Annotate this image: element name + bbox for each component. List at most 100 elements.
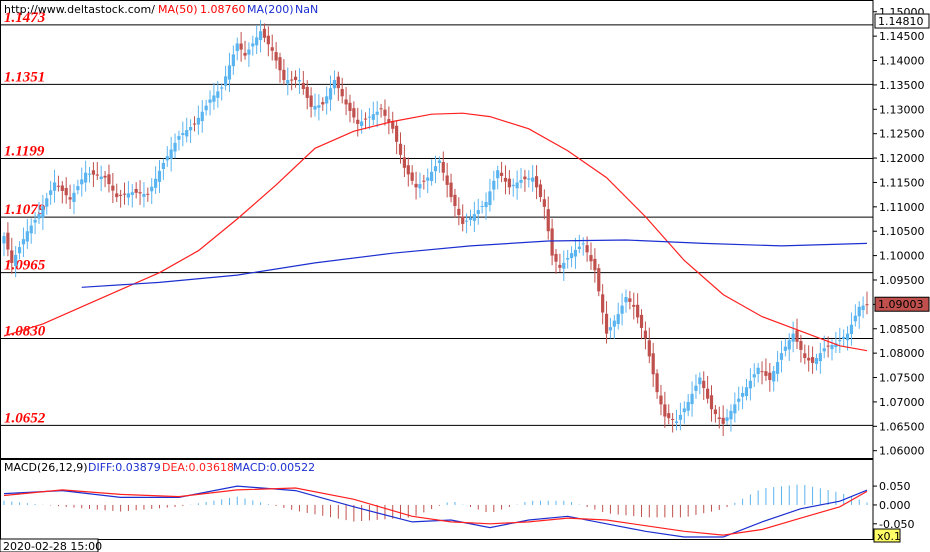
candle (577, 234, 581, 254)
candle (356, 107, 360, 137)
candle (698, 372, 702, 395)
candle-body (255, 37, 259, 46)
price-axis-label: 1.10500 (879, 225, 925, 238)
candle-body (95, 174, 99, 176)
candle-body (787, 340, 791, 350)
zoom-indicator[interactable]: x0.1 (877, 530, 901, 543)
site-url[interactable]: http://www.deltastock.com/ (4, 3, 155, 16)
candle (686, 394, 690, 417)
candle-body (706, 388, 710, 399)
timestamp: 2020-02-28 15:00 (3, 540, 102, 552)
candle-body (671, 418, 675, 420)
candle (760, 361, 764, 385)
candle-body (779, 353, 784, 360)
candle-body (772, 371, 776, 382)
candle (558, 253, 562, 273)
candle (157, 160, 162, 193)
candle-body (356, 119, 360, 124)
candle (589, 242, 593, 270)
price-axis-label: 1.12000 (879, 152, 925, 165)
candle (107, 164, 111, 193)
candle (301, 71, 305, 95)
candle (562, 250, 566, 281)
candle (293, 70, 298, 88)
candle-body (589, 255, 593, 262)
candle-body (842, 336, 846, 339)
candle (270, 34, 274, 61)
candle-body (239, 43, 243, 50)
candle-body (542, 199, 546, 207)
candle-body (17, 247, 22, 254)
price-axis-label: 1.06000 (879, 445, 925, 458)
candle-body (305, 86, 309, 98)
candle (220, 83, 224, 101)
candle (538, 179, 543, 203)
candle-body (410, 172, 414, 181)
candle (849, 312, 854, 346)
candle-body (173, 142, 177, 152)
candle-body (383, 109, 387, 116)
candle-body (612, 320, 616, 327)
candle (445, 162, 449, 198)
candle-body (566, 258, 570, 260)
candle-body (154, 178, 158, 188)
candle (430, 159, 434, 186)
candle (799, 334, 803, 363)
candle-body (744, 387, 749, 397)
candle (550, 218, 554, 266)
candle-body (111, 185, 115, 191)
candle (515, 170, 519, 200)
level-label: 1.0652 (4, 410, 46, 426)
candle (309, 87, 313, 118)
candle (37, 201, 41, 224)
candle (620, 293, 624, 326)
candle (418, 172, 422, 198)
candle-body (262, 28, 267, 38)
candle-body (826, 345, 830, 347)
candle-body (49, 190, 53, 195)
candle (56, 175, 61, 192)
candle (756, 363, 760, 383)
candle (748, 368, 752, 401)
candle (95, 162, 99, 180)
candle-body (468, 217, 473, 220)
candle-body (643, 330, 648, 339)
candle (25, 219, 29, 249)
candle (810, 346, 815, 374)
candle-body (395, 125, 399, 142)
candle (243, 40, 247, 60)
candle-body (709, 395, 714, 410)
candle-body (247, 49, 251, 55)
candle (10, 237, 14, 274)
candle (422, 174, 426, 190)
candle (713, 404, 717, 423)
candle (853, 304, 857, 327)
candle-body (103, 175, 107, 178)
candle-body (768, 372, 772, 380)
candle (111, 172, 115, 204)
candle (643, 321, 648, 350)
candle (325, 86, 329, 115)
macd-dea-label: DEA:0.03618 (162, 461, 234, 474)
candle (674, 409, 679, 431)
candle (17, 241, 22, 260)
candle (678, 402, 683, 431)
candle (523, 169, 527, 192)
candle (91, 162, 96, 187)
candle-body (278, 57, 282, 71)
price-axis-label: 1.12500 (879, 128, 925, 141)
candle (29, 218, 33, 244)
candle-body (546, 209, 550, 232)
price-axis-label: 1.10000 (879, 250, 925, 263)
candle-body (562, 262, 566, 269)
candle (741, 386, 745, 410)
candle-body (433, 166, 438, 172)
candle (313, 93, 317, 117)
candle-body (418, 184, 422, 189)
candle (527, 170, 531, 188)
candle-body (200, 111, 204, 122)
candle-body (667, 413, 671, 419)
candle (496, 165, 500, 190)
candle-body (76, 186, 80, 191)
candle-body (297, 80, 302, 82)
